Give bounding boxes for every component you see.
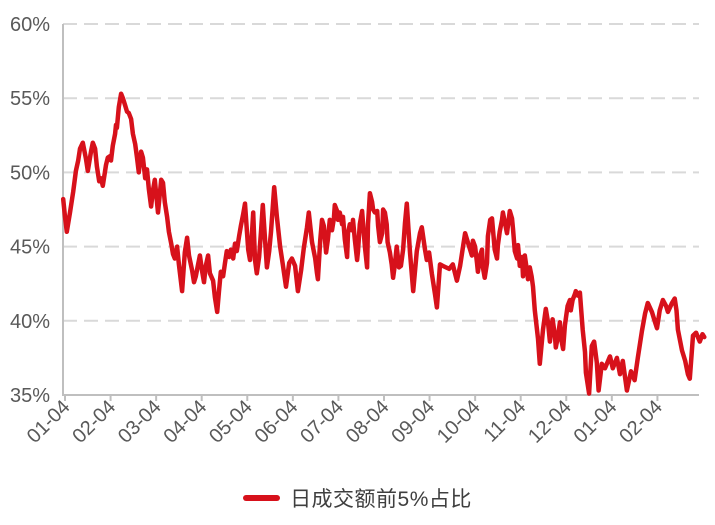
x-axis-tick-label: 02-04 <box>68 396 120 448</box>
x-axis-tick-label: 04-04 <box>160 396 212 448</box>
x-axis-tick-label: 03-04 <box>114 396 166 448</box>
y-axis-tick-label: 60% <box>10 14 50 36</box>
y-axis-tick-label: 55% <box>10 88 50 110</box>
x-axis-tick-label: 06-04 <box>251 396 303 448</box>
x-axis-tick-label: 11-04 <box>480 396 531 447</box>
x-axis-tick-label: 05-04 <box>205 396 257 448</box>
x-axis-tick-label: 10-04 <box>433 396 485 448</box>
legend-series-label: 日成交额前5%占比 <box>290 488 472 511</box>
x-axis-tick-label: 09-04 <box>387 396 439 448</box>
legend-line-swatch <box>243 495 281 501</box>
x-axis-tick-label: 08-04 <box>342 396 394 448</box>
y-axis-tick-label: 35% <box>10 385 50 407</box>
legend: 日成交额前5%占比 <box>0 483 715 513</box>
axis-lines <box>62 24 699 396</box>
series-line-0 <box>60 91 707 396</box>
y-axis-tick-label: 50% <box>10 162 50 184</box>
y-axis-tick-label: 45% <box>10 237 50 259</box>
x-axis-tick-label: 07-04 <box>296 396 348 448</box>
x-axis-tick-label: 01-04 <box>570 396 622 448</box>
turnover-concentration-line-chart: 35%40%45%50%55%60%01-0402-0403-0404-0405… <box>10 14 707 448</box>
x-axis-tick-label: 02-04 <box>615 396 667 448</box>
y-axis-tick-label: 40% <box>10 311 50 333</box>
x-axis-tick-label: 12-04 <box>524 396 576 448</box>
